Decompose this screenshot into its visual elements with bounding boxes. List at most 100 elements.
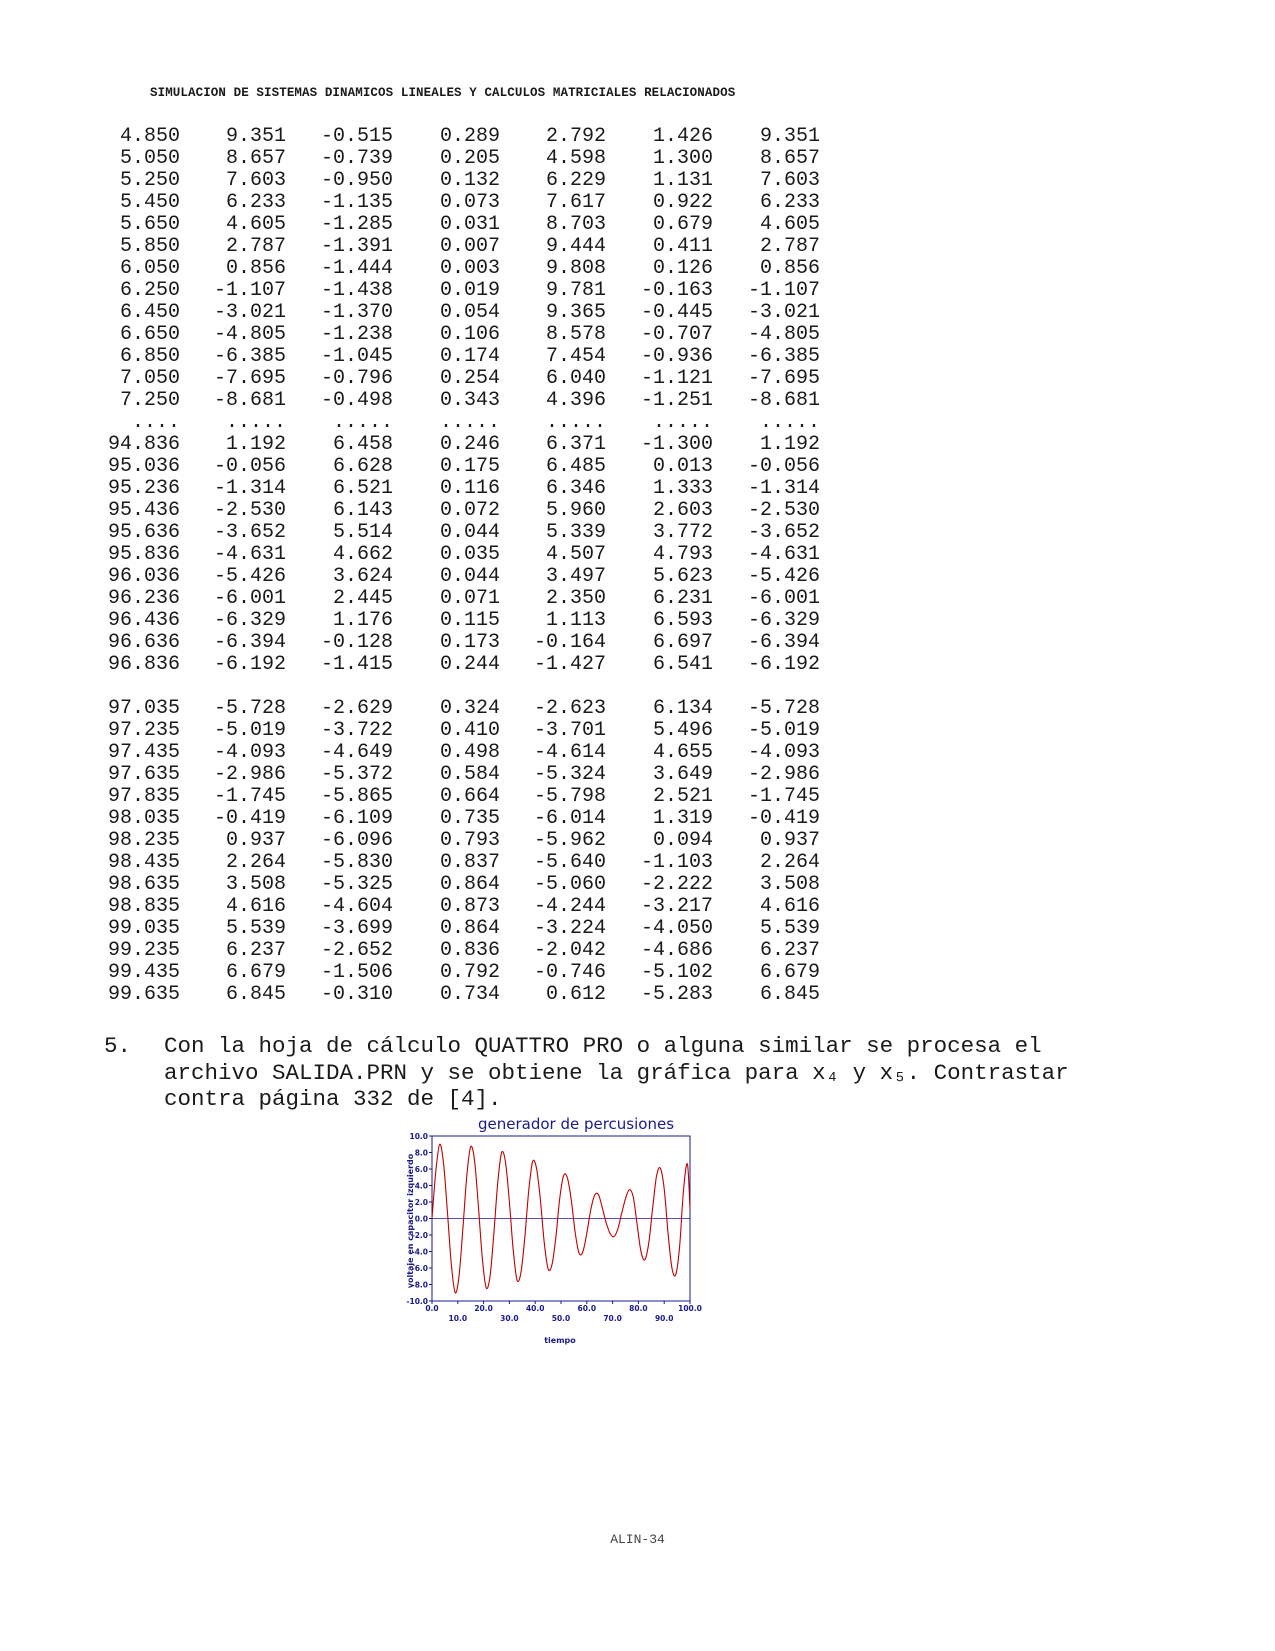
- table-cell: -6.192: [213, 653, 286, 676]
- table-cell: -1.107: [747, 279, 820, 302]
- table-cell: 0.115: [439, 609, 500, 632]
- table-cell: -7.695: [213, 367, 286, 390]
- table-cell: 6.697: [652, 631, 713, 654]
- table-cell: .....: [332, 411, 393, 434]
- table-cell: -3.701: [533, 719, 606, 742]
- table-cell: 0.864: [439, 917, 500, 940]
- table-cell: -1.506: [320, 961, 393, 984]
- table-cell: 4.616: [759, 895, 820, 918]
- table-cell: -1.745: [747, 785, 820, 808]
- table-cell: -6.394: [747, 631, 820, 654]
- table-cell: 5.450: [119, 191, 180, 214]
- table-cell: 6.845: [759, 983, 820, 1006]
- table-cell: 6.134: [652, 697, 713, 720]
- table-cell: -5.283: [640, 983, 713, 1006]
- table-cell: 97.435: [107, 741, 180, 764]
- page-footer: ALIN-34: [610, 1532, 665, 1547]
- table-cell: -4.649: [320, 741, 393, 764]
- table-cell: 0.073: [439, 191, 500, 214]
- table-cell: -1.285: [320, 213, 393, 236]
- table-cell: 6.229: [545, 169, 606, 192]
- table-cell: 6.650: [119, 323, 180, 346]
- table-cell: 99.435: [107, 961, 180, 984]
- table-cell: -5.426: [213, 565, 286, 588]
- table-cell: -5.060: [533, 873, 606, 896]
- table-cell: 0.246: [439, 433, 500, 456]
- table-cell: 97.035: [107, 697, 180, 720]
- table-cell: -4.604: [320, 895, 393, 918]
- table-cell: 1.176: [332, 609, 393, 632]
- table-cell: 0.864: [439, 873, 500, 896]
- table-cell: .....: [225, 411, 286, 434]
- table-cell: 95.636: [107, 521, 180, 544]
- table-cell: 0.735: [439, 807, 500, 830]
- table-cell: 0.856: [759, 257, 820, 280]
- table-cell: 98.835: [107, 895, 180, 918]
- x-tick-label: 20.0: [474, 1304, 493, 1313]
- table-cell: 97.235: [107, 719, 180, 742]
- table-cell: 1.300: [652, 147, 713, 170]
- table-cell: -1.314: [747, 477, 820, 500]
- y-tick-label: 10.0: [409, 1132, 428, 1141]
- table-cell: -8.681: [213, 389, 286, 412]
- table-cell: 5.539: [225, 917, 286, 940]
- table-cell: -0.056: [747, 455, 820, 478]
- table-cell: 5.339: [545, 521, 606, 544]
- table-cell: -6.385: [747, 345, 820, 368]
- table-cell: 1.426: [652, 125, 713, 148]
- table-cell: 4.507: [545, 543, 606, 566]
- table-cell: -1.121: [640, 367, 713, 390]
- table-cell: 9.351: [225, 125, 286, 148]
- x-tick-label: 0.0: [425, 1304, 438, 1313]
- table-cell: -3.652: [747, 521, 820, 544]
- table-cell: -3.652: [213, 521, 286, 544]
- table-cell: -4.686: [640, 939, 713, 962]
- table-cell: 7.454: [545, 345, 606, 368]
- table-cell: -5.426: [747, 565, 820, 588]
- table-cell: 0.837: [439, 851, 500, 874]
- table-cell: 0.054: [439, 301, 500, 324]
- table-cell: 4.662: [332, 543, 393, 566]
- table-cell: 0.116: [439, 477, 500, 500]
- table-cell: -5.325: [320, 873, 393, 896]
- table-cell: 0.679: [652, 213, 713, 236]
- y-tick-label: -4.0: [412, 1248, 428, 1257]
- table-cell: -5.728: [213, 697, 286, 720]
- table-cell: 0.734: [439, 983, 500, 1006]
- table-cell: 4.616: [225, 895, 286, 918]
- table-cell: 5.650: [119, 213, 180, 236]
- table-cell: -4.631: [747, 543, 820, 566]
- table-cell: -6.385: [213, 345, 286, 368]
- table-cell: -0.445: [640, 301, 713, 324]
- table-cell: -0.746: [533, 961, 606, 984]
- table-cell: 0.071: [439, 587, 500, 610]
- table-cell: 0.244: [439, 653, 500, 676]
- x-tick-label: 40.0: [526, 1304, 545, 1313]
- chart-title: generador de percusiones: [478, 1115, 674, 1133]
- table-cell: 2.792: [545, 125, 606, 148]
- table-cell: 0.324: [439, 697, 500, 720]
- table-cell: 0.044: [439, 521, 500, 544]
- table-cell: -0.515: [320, 125, 393, 148]
- table-cell: -4.805: [213, 323, 286, 346]
- table-cell: -4.093: [747, 741, 820, 764]
- table-cell: -1.314: [213, 477, 286, 500]
- table-cell: ....: [131, 411, 180, 434]
- table-cell: -0.936: [640, 345, 713, 368]
- table-cell: 96.236: [107, 587, 180, 610]
- table-cell: -4.614: [533, 741, 606, 764]
- table-cell: 99.235: [107, 939, 180, 962]
- table-cell: -7.695: [747, 367, 820, 390]
- table-cell: 4.605: [759, 213, 820, 236]
- table-cell: 4.850: [119, 125, 180, 148]
- table-cell: 6.233: [225, 191, 286, 214]
- table-cell: 0.126: [652, 257, 713, 280]
- table-cell: 6.050: [119, 257, 180, 280]
- y-tick-label: 2.0: [415, 1198, 428, 1207]
- table-cell: -2.530: [747, 499, 820, 522]
- table-cell: -1.107: [213, 279, 286, 302]
- table-cell: 7.603: [225, 169, 286, 192]
- table-cell: 2.350: [545, 587, 606, 610]
- table-cell: -1.391: [320, 235, 393, 258]
- table-cell: 0.664: [439, 785, 500, 808]
